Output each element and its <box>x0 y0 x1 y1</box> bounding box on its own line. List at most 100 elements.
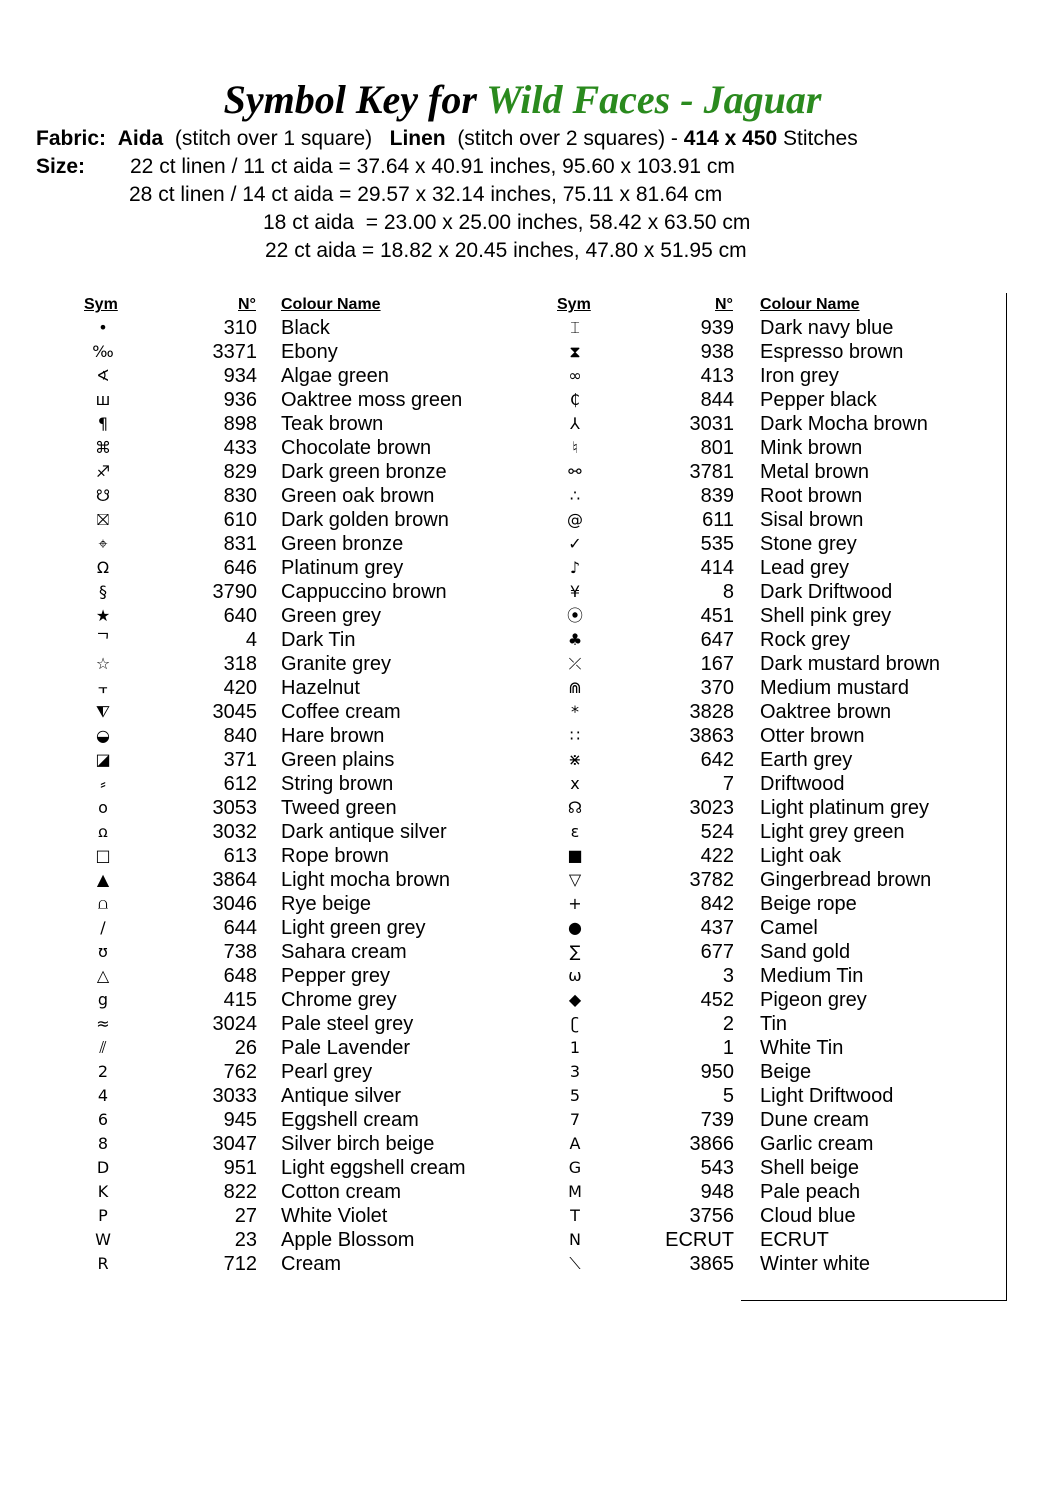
colour-name: Rope brown <box>281 845 389 867</box>
colour-number: 948 <box>700 1181 734 1203</box>
colour-number: 524 <box>700 821 734 843</box>
colour-name: Oaktree brown <box>760 701 892 723</box>
symbol: ω <box>568 966 582 985</box>
colour-name: Otter brown <box>760 725 865 747</box>
colour-number: 3031 <box>689 413 735 435</box>
colour-number: 370 <box>700 677 734 699</box>
size-label: Size: <box>36 155 86 178</box>
symbol: ♐ <box>95 462 111 481</box>
colour-name: ECRUT <box>760 1229 829 1251</box>
colour-name: Silver birch beige <box>281 1133 435 1155</box>
colour-number: 310 <box>223 317 257 339</box>
symbol: ☆ <box>95 654 111 673</box>
colour-number: 842 <box>700 893 734 915</box>
colour-name: Light oak <box>760 845 842 867</box>
header-sym: Sym <box>557 296 591 313</box>
colour-name: Earth grey <box>760 749 853 771</box>
colour-number: 318 <box>223 653 257 675</box>
colour-name: Green oak brown <box>281 485 435 507</box>
colour-number: 829 <box>223 461 257 483</box>
colour-number: 5 <box>722 1085 734 1107</box>
symbol: ¶ <box>97 414 109 433</box>
symbol: ∞ <box>568 366 582 385</box>
colour-name: Metal brown <box>760 461 869 483</box>
symbol: 1 <box>569 1038 581 1057</box>
header-num: N° <box>715 296 733 313</box>
colour-name: Teak brown <box>281 413 384 435</box>
size-line: 28 ct linen / 14 ct aida = 29.57 x 32.14… <box>129 183 723 206</box>
colour-number: ECRUT <box>665 1229 734 1251</box>
colour-name: Coffee cream <box>281 701 401 723</box>
colour-number: 3781 <box>689 461 735 483</box>
symbol: □ <box>95 846 111 865</box>
colour-number: 840 <box>223 725 257 747</box>
symbol: ◒ <box>96 726 110 745</box>
colour-number: 413 <box>700 365 734 387</box>
symbol: ★ <box>95 606 111 625</box>
symbol: ≈ <box>96 1014 110 1033</box>
colour-name: Hare brown <box>281 725 385 747</box>
symbol: R <box>97 1254 109 1273</box>
colour-name: Granite grey <box>281 653 392 675</box>
colour-number: 613 <box>223 845 257 867</box>
symbol: ⩍ <box>97 894 109 913</box>
colour-number: 2 <box>722 1013 734 1035</box>
symbol: ₵ <box>569 390 581 409</box>
symbol: ⤫ <box>568 654 582 673</box>
colour-number: 611 <box>702 509 734 531</box>
colour-number: 762 <box>223 1061 257 1083</box>
colour-number: 3 <box>722 965 734 987</box>
colour-name: Mink brown <box>760 437 863 459</box>
colour-name: Root brown <box>760 485 863 507</box>
colour-number: 415 <box>223 989 257 1011</box>
colour-number: 3782 <box>689 869 735 891</box>
page-title: Symbol Key for Wild Faces - Jaguar <box>223 77 822 122</box>
colour-name: Dark green bronze <box>281 461 447 483</box>
symbol: ♮ <box>572 438 578 457</box>
colour-name: Pigeon grey <box>760 989 867 1011</box>
colour-name: Sahara cream <box>281 941 407 963</box>
colour-name: Dark golden brown <box>281 509 449 531</box>
colour-name: Ebony <box>281 341 338 363</box>
colour-number: 801 <box>700 437 734 459</box>
colour-number: 27 <box>234 1205 257 1227</box>
symbol: 7 <box>569 1110 581 1129</box>
colour-name: Chrome grey <box>281 989 397 1011</box>
colour-number: 3032 <box>212 821 258 843</box>
symbol: ʊ <box>98 942 108 961</box>
colour-name: Dark Mocha brown <box>760 413 928 435</box>
symbol: N <box>569 1230 581 1249</box>
colour-name: Beige rope <box>760 893 857 915</box>
colour-number: 26 <box>234 1037 257 1059</box>
colour-name: White Tin <box>760 1037 844 1059</box>
symbol: @ <box>567 510 583 529</box>
colour-name: Pepper grey <box>281 965 390 987</box>
colour-name: Medium mustard <box>760 677 909 699</box>
colour-name: Camel <box>760 917 818 939</box>
colour-number: 739 <box>700 1109 734 1131</box>
symbol: ⫽ <box>99 1038 107 1057</box>
symbol: K <box>97 1182 109 1201</box>
symbol: 6 <box>97 1110 109 1129</box>
symbol: ⧨ <box>95 702 111 721</box>
symbol: ✓ <box>568 534 582 553</box>
colour-number: 934 <box>223 365 257 387</box>
colour-name: Dune cream <box>760 1109 869 1131</box>
colour-name: Dark Driftwood <box>760 581 893 603</box>
colour-name: Dark mustard brown <box>760 653 941 675</box>
symbol: ʗ <box>570 1014 580 1033</box>
symbol: ◪ <box>95 750 111 769</box>
colour-name: Pepper black <box>760 389 877 411</box>
colour-number: 642 <box>700 749 734 771</box>
colour-number: 644 <box>223 917 257 939</box>
colour-name: Garlic cream <box>760 1133 874 1155</box>
colour-name: Lead grey <box>760 557 849 579</box>
symbol: § <box>99 582 107 601</box>
symbol: ⋒ <box>568 678 582 697</box>
colour-number: 3865 <box>689 1253 735 1275</box>
colour-name: Hazelnut <box>281 677 360 699</box>
header-sym: Sym <box>84 296 118 313</box>
colour-number: 646 <box>223 557 257 579</box>
colour-name: Shell pink grey <box>760 605 892 627</box>
colour-name: Pale steel grey <box>281 1013 414 1035</box>
